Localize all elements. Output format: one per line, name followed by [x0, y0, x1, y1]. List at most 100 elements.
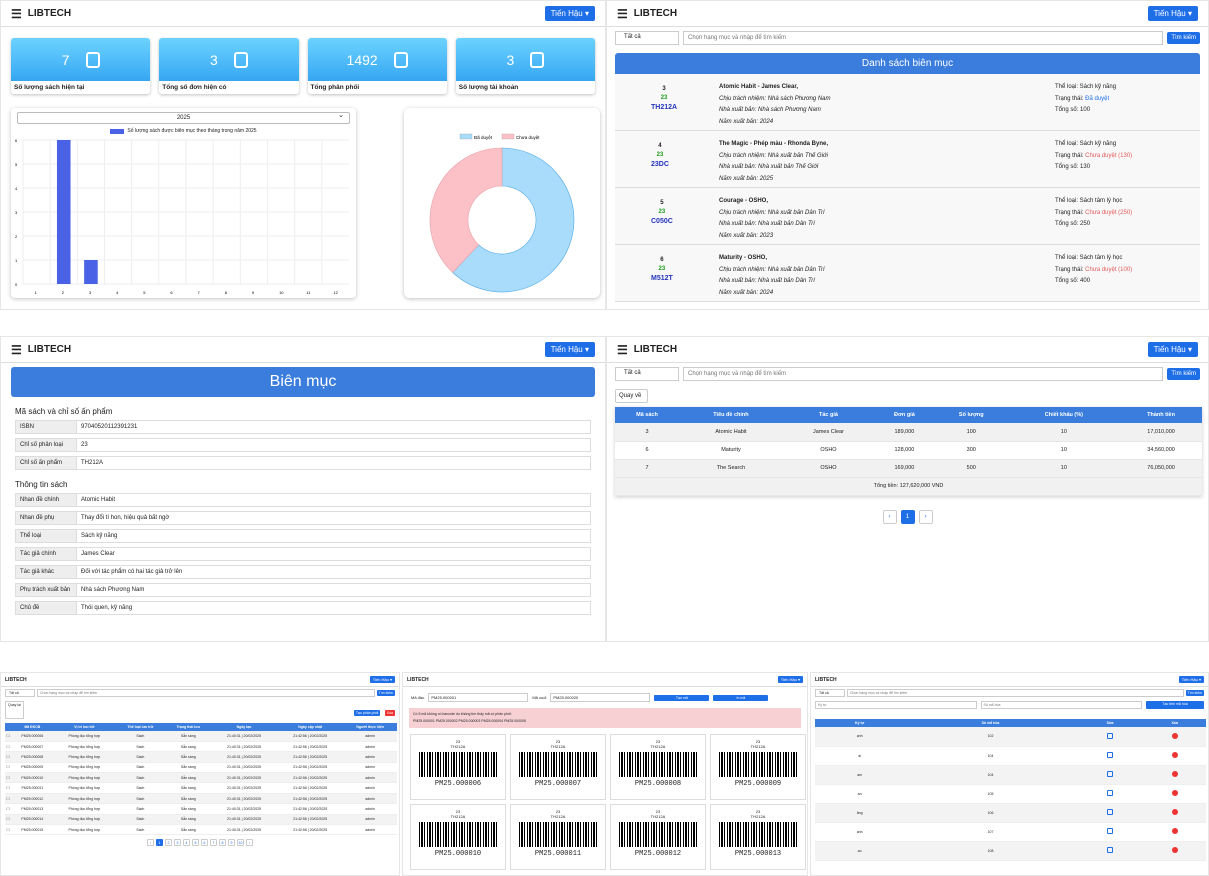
field-input[interactable]: TH212A — [77, 456, 591, 470]
row-checkbox[interactable]: ☐ — [5, 824, 12, 836]
page-button[interactable]: 8 — [219, 839, 226, 847]
page-button[interactable]: 2 — [165, 839, 172, 847]
code-number-input[interactable]: Số mã hóa — [980, 701, 1142, 709]
category-select[interactable]: Tất cả — [615, 31, 679, 45]
row-checkbox[interactable]: ☐ — [5, 793, 12, 805]
field-input[interactable]: Thay đổi tí hon, hiệu quả bất ngờ — [77, 511, 591, 525]
edit-icon[interactable] — [1107, 828, 1114, 834]
row-checkbox[interactable]: ☐ — [5, 762, 12, 774]
table-row[interactable]: ☐ PM25.000010 Phòng đọc tổng hợp Sách Sẵn sà… — [5, 772, 397, 784]
catalog-item[interactable]: 4 23 23DC The Magic - Phép màu - Rhonda Byn… — [615, 131, 1200, 188]
table-row[interactable]: ☐ PM25.000007 Phòng đọc tổng hợp Sách Sẵn sà… — [5, 741, 397, 753]
user-menu-button[interactable]: Tiến Hậu ▾ — [1147, 342, 1198, 357]
menu-icon[interactable]: ☰ — [617, 6, 628, 21]
user-menu-button[interactable]: Tiến Hậu ▾ — [1147, 6, 1198, 21]
page-button[interactable]: 10 — [237, 839, 244, 847]
catalog-item[interactable]: 6 23 M512T Maturity - OSHO, Chịu trách nhiệm… — [615, 245, 1200, 302]
page-button[interactable]: 1 — [156, 839, 163, 847]
category-select[interactable]: Tất cả — [815, 689, 845, 697]
search-input[interactable]: Chọn hạng mục và nhập để tìm kiếm — [847, 689, 1184, 697]
user-menu-button[interactable]: Tiến Hậu ▾ — [544, 342, 595, 357]
category-select[interactable]: Tất cả — [5, 689, 35, 697]
x-tick-label: 10 — [279, 290, 284, 295]
page-button[interactable]: 1 — [900, 509, 915, 524]
from-input[interactable]: PM25.000001 — [428, 693, 529, 702]
page-button[interactable]: 9 — [228, 839, 235, 847]
delete-icon[interactable] — [1171, 790, 1178, 796]
search-button[interactable]: Tìm kiếm — [376, 690, 395, 696]
field-input[interactable]: Đối với tác phẩm có hai tác giả trở lên — [77, 565, 591, 579]
row-checkbox[interactable]: ☐ — [5, 803, 12, 815]
table-row[interactable]: ☐ PM25.000012 Phòng đọc tổng hợp Sách Sẵn sà… — [5, 793, 397, 805]
edit-icon[interactable] — [1107, 771, 1114, 777]
page-button[interactable]: › — [918, 509, 933, 524]
page-button[interactable]: 4 — [183, 839, 190, 847]
user-menu-button[interactable]: Tiến Hậu ▾ — [777, 676, 803, 683]
category-select[interactable]: Tất cả — [615, 367, 679, 381]
table-row[interactable]: ☐ PM25.000015 Phòng đọc tổng hợp Sách Sẵn sà… — [5, 824, 397, 836]
field-input[interactable]: James Clear — [77, 547, 591, 561]
page-button[interactable]: 3 — [174, 839, 181, 847]
delete-button[interactable]: Xóa — [384, 710, 395, 716]
to-input[interactable]: PM25.000020 — [550, 693, 651, 702]
delete-icon[interactable] — [1171, 847, 1178, 853]
print-code-button[interactable]: In mã — [713, 694, 769, 701]
page-button[interactable]: ‹ — [147, 839, 154, 847]
user-menu-button[interactable]: Tiến Hậu ▾ — [369, 676, 395, 683]
edit-icon[interactable] — [1107, 847, 1114, 853]
user-menu-button[interactable]: Tiến Hậu ▾ — [544, 6, 595, 21]
row-checkbox[interactable]: ☐ — [5, 814, 12, 826]
page-button[interactable]: ‹ — [882, 509, 897, 524]
search-input[interactable]: Chọn hạng mục và nhập để tìm kiếm — [37, 689, 375, 697]
delete-icon[interactable] — [1171, 828, 1178, 834]
year-select[interactable]: 2025 — [17, 111, 350, 124]
page-button[interactable]: › — [246, 839, 253, 847]
create-code-button[interactable]: Tạo tiền mã hóa — [1146, 701, 1204, 709]
row-checkbox[interactable]: ☐ — [5, 741, 12, 753]
page-button[interactable]: 6 — [201, 839, 208, 847]
search-button[interactable]: Tìm kiếm — [1185, 690, 1204, 696]
delete-icon[interactable] — [1171, 732, 1178, 739]
search-button[interactable]: Tìm kiếm — [1167, 32, 1200, 44]
row-checkbox[interactable]: ☐ — [5, 751, 12, 763]
field-input[interactable]: 9704052011239123​1 — [77, 420, 591, 434]
table-row[interactable]: ☐ PM25.000006 Phòng đọc tổng hợp Sách Sẵn sà… — [5, 731, 397, 742]
catalog-item[interactable]: 3 23 TH212A Atomic Habit - James Clear, Chịu… — [615, 74, 1200, 131]
char-input[interactable]: Ký tự — [815, 701, 977, 709]
table-row[interactable]: ☐ PM25.000013 Phòng đọc tổng hợp Sách Sẵn sà… — [5, 803, 397, 815]
search-input[interactable]: Chọn hạng mục và nhập để tìm kiếm — [683, 31, 1164, 45]
catalog-item[interactable]: 5 23 C050C Courage - OSHO, Chịu trách nhiệm:… — [615, 188, 1200, 245]
search-input[interactable]: Chọn hạng mục và nhập để tìm kiếm — [683, 367, 1164, 381]
back-button[interactable]: Quay về — [615, 389, 648, 403]
edit-icon[interactable] — [1107, 732, 1114, 739]
user-menu-button[interactable]: Tiến Hậu ▾ — [1178, 676, 1204, 683]
menu-icon[interactable]: ☰ — [11, 6, 22, 21]
page-button[interactable]: 7 — [210, 839, 217, 847]
row-checkbox[interactable]: ☐ — [5, 731, 12, 742]
back-button[interactable]: Quay lại — [5, 701, 24, 719]
menu-icon[interactable]: ☰ — [617, 342, 628, 357]
table-row: 3 Atomic Habit James Clear 189,000 100 10 17,0… — [615, 423, 1202, 442]
edit-icon[interactable] — [1107, 752, 1114, 758]
field-input[interactable]: 23 — [77, 438, 591, 452]
create-distribution-button[interactable]: Tạo phân phối — [353, 710, 381, 716]
row-checkbox[interactable]: ☐ — [5, 772, 12, 784]
field-input[interactable]: Atomic Habit — [77, 493, 591, 507]
create-code-button[interactable]: Tạo mã — [654, 694, 710, 701]
field-input[interactable]: Sách kỹ năng — [77, 529, 591, 543]
search-button[interactable]: Tìm kiếm — [1167, 368, 1200, 380]
table-row[interactable]: ☐ PM25.000014 Phòng đọc tổng hợp Sách Sẵn sà… — [5, 814, 397, 826]
menu-icon[interactable]: ☰ — [11, 342, 22, 357]
field-input[interactable]: Nhà sách Phương Nam — [77, 583, 591, 597]
row-checkbox[interactable]: ☐ — [5, 782, 12, 794]
table-row[interactable]: ☐ PM25.000009 Phòng đọc tổng hợp Sách Sẵn sà… — [5, 762, 397, 774]
delete-icon[interactable] — [1171, 752, 1178, 758]
field-input[interactable]: Thói quen, kỹ năng — [77, 601, 591, 615]
table-row[interactable]: ☐ PM25.000008 Phòng đọc tổng hợp Sách Sẵn sà… — [5, 751, 397, 763]
edit-icon[interactable] — [1107, 790, 1114, 796]
table-row[interactable]: ☐ PM25.000011 Phòng đọc tổng hợp Sách Sẵn sà… — [5, 782, 397, 794]
page-button[interactable]: 5 — [192, 839, 199, 847]
edit-icon[interactable] — [1107, 809, 1114, 815]
delete-icon[interactable] — [1171, 809, 1178, 815]
delete-icon[interactable] — [1171, 771, 1178, 777]
